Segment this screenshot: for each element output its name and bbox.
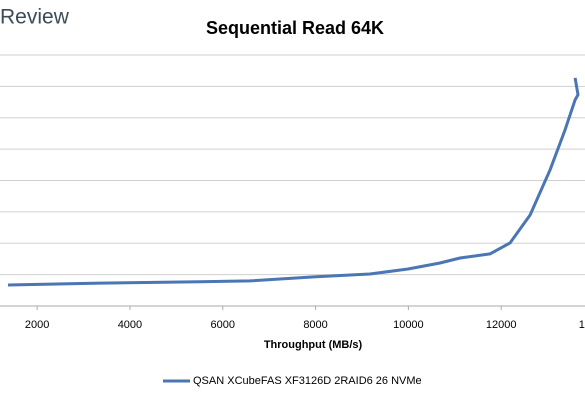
x-tick-label: 14000 bbox=[579, 319, 585, 331]
x-tick-label: 12000 bbox=[486, 319, 517, 331]
x-tick-label: 8000 bbox=[303, 319, 327, 331]
series-line bbox=[7, 77, 580, 287]
x-tick-label: 6000 bbox=[211, 319, 235, 331]
legend-label: QSAN XCubeFAS XF3126D 2RAID6 26 NVMe bbox=[193, 375, 422, 387]
x-tick-label: 10000 bbox=[393, 319, 424, 331]
x-tick-label: 4000 bbox=[118, 319, 142, 331]
x-axis-title: Throughput (MB/s) bbox=[264, 339, 363, 351]
chart-title: Sequential Read 64K bbox=[206, 18, 384, 38]
x-tick-label: 2000 bbox=[25, 319, 49, 331]
logo: Review bbox=[0, 6, 70, 29]
